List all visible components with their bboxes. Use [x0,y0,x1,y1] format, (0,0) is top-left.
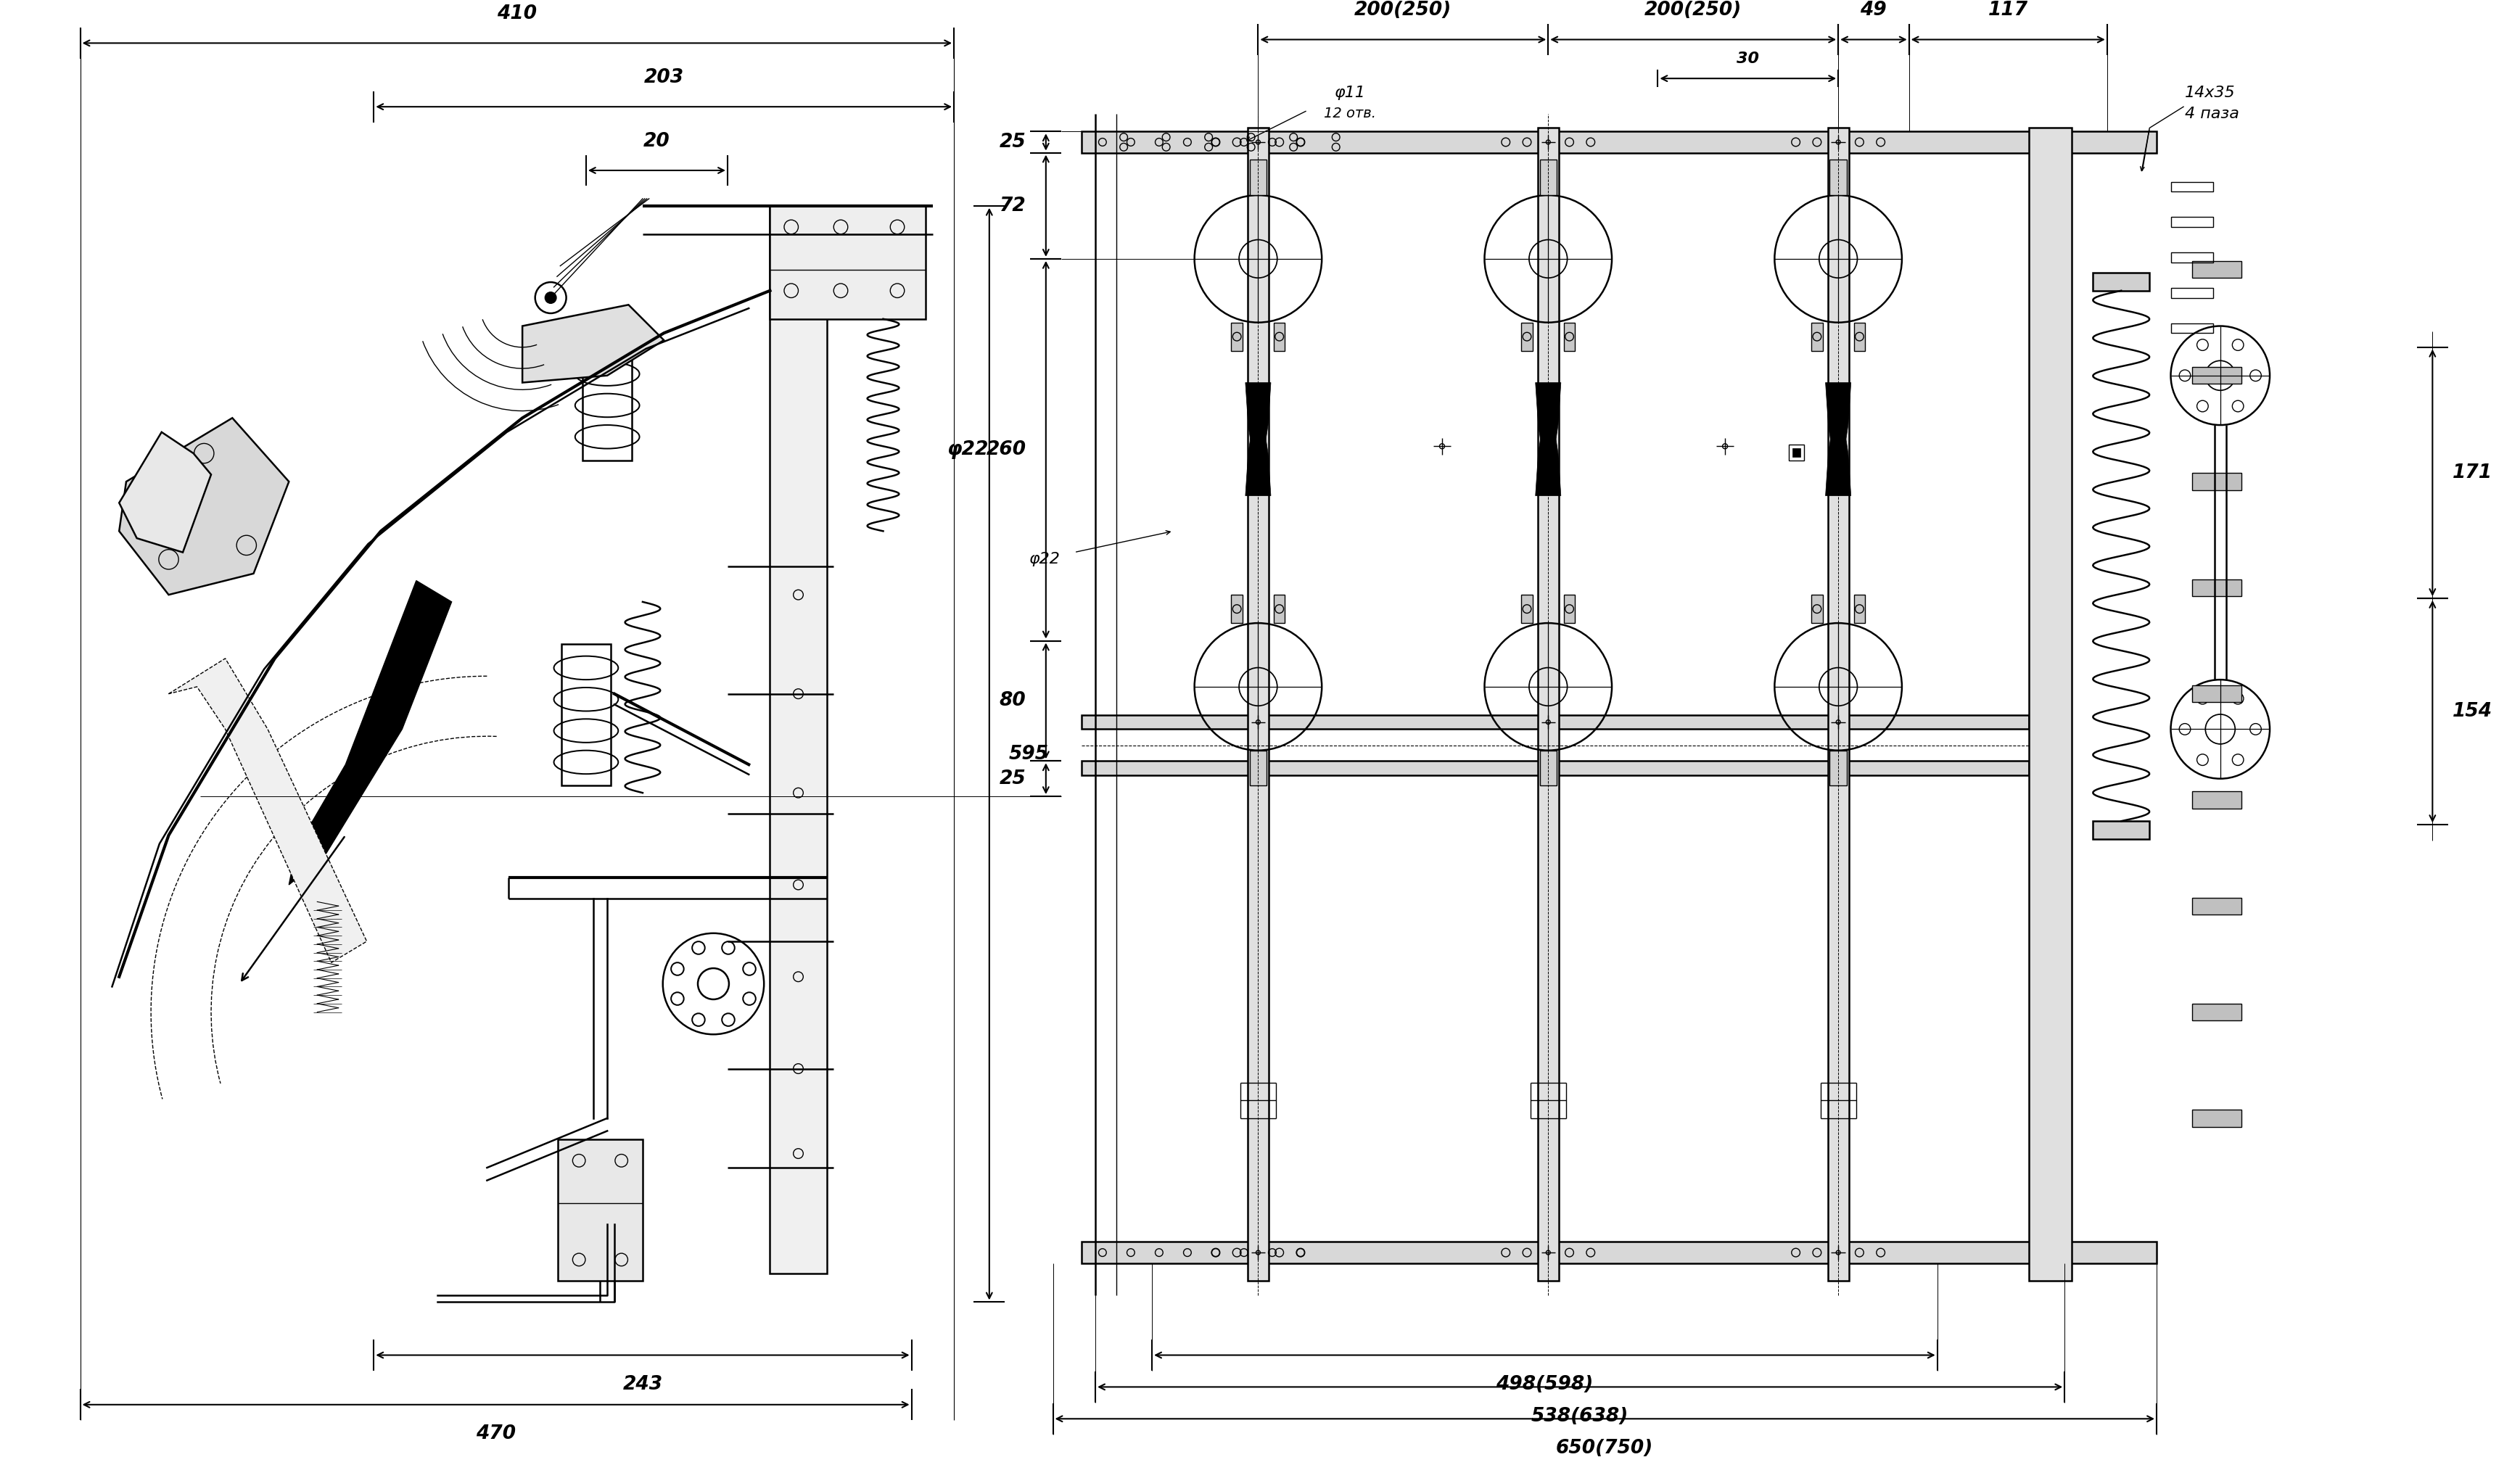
Text: 4 паза: 4 паза [2185,106,2240,121]
Bar [771,205,827,1273]
Polygon shape [1535,411,1560,495]
Bar [557,1139,643,1281]
Bar [1565,322,1575,351]
Bar [2192,474,2240,490]
Bar [1081,131,2157,153]
Bar [1830,160,1847,195]
Polygon shape [1245,383,1270,468]
Bar [1522,322,1532,351]
Text: 410: 410 [496,4,537,23]
Bar [1232,594,1242,624]
Bar [2192,261,2240,278]
Bar [1792,449,1802,457]
Text: φ22: φ22 [948,440,990,459]
Bar [2192,685,2240,702]
Text: φ11: φ11 [1336,86,1366,101]
Bar [2170,323,2213,334]
Text: 117: 117 [1988,1,2029,20]
Polygon shape [1245,411,1270,495]
Text: 49: 49 [1860,1,1887,20]
Bar [2094,822,2150,839]
Bar [1827,128,1850,1281]
Text: 470: 470 [476,1425,517,1444]
Text: 25: 25 [1000,133,1026,152]
Bar [1081,1241,2157,1263]
Bar [1537,128,1560,1281]
Bar [2170,217,2213,227]
Bar [2192,898,2240,915]
Bar [1855,322,1865,351]
Bar [562,644,610,785]
Text: 595: 595 [1008,745,1048,763]
Circle shape [534,283,567,313]
Bar [2192,1004,2240,1020]
Bar [1855,594,1865,624]
Text: 72: 72 [1000,197,1026,216]
Bar [1247,128,1268,1281]
Bar [1250,160,1268,195]
Bar [2192,580,2240,596]
Text: 650(750): 650(750) [1555,1438,1653,1457]
Text: 14х35: 14х35 [2185,86,2235,101]
Polygon shape [1824,411,1852,495]
Bar [1565,594,1575,624]
Bar [1273,594,1285,624]
Bar [1081,761,2029,775]
Text: 200(250): 200(250) [1353,1,1452,20]
Text: 200(250): 200(250) [1646,1,1741,20]
Bar [1540,160,1557,195]
Text: 171: 171 [2452,463,2492,482]
Circle shape [544,291,557,303]
Text: 80: 80 [1000,692,1026,711]
Text: 30: 30 [1736,51,1759,66]
Text: 260: 260 [985,440,1026,459]
Bar [2170,182,2213,192]
Bar [1522,594,1532,624]
Bar [1081,715,2029,728]
Bar [771,205,925,319]
Polygon shape [1535,383,1560,468]
Bar [1830,750,1847,785]
Text: 154: 154 [2452,702,2492,721]
Polygon shape [522,305,663,383]
Bar [1812,322,1822,351]
Text: 12 отв.: 12 отв. [1323,106,1376,121]
Bar [1250,750,1268,785]
Bar [1812,594,1822,624]
Bar [2094,272,2150,290]
Bar [2192,791,2240,809]
Bar [1232,322,1242,351]
Bar [1273,322,1285,351]
Polygon shape [1824,383,1852,468]
Text: 25: 25 [1000,769,1026,788]
Text: 20: 20 [643,131,670,150]
Text: 498(598): 498(598) [1497,1375,1593,1394]
Bar [1789,444,1804,460]
Bar [2170,252,2213,262]
Text: 538(638): 538(638) [1532,1407,1628,1425]
Polygon shape [290,581,451,884]
Polygon shape [118,418,290,594]
Text: 243: 243 [622,1375,663,1394]
Text: φ22: φ22 [1028,552,1061,567]
Bar [2192,1110,2240,1126]
Bar [1540,750,1557,785]
Polygon shape [118,433,212,552]
Bar [582,319,633,460]
Bar [2029,128,2071,1281]
Polygon shape [169,659,368,963]
Bar [2192,367,2240,385]
Text: 203: 203 [645,68,683,87]
Bar [2170,288,2213,297]
